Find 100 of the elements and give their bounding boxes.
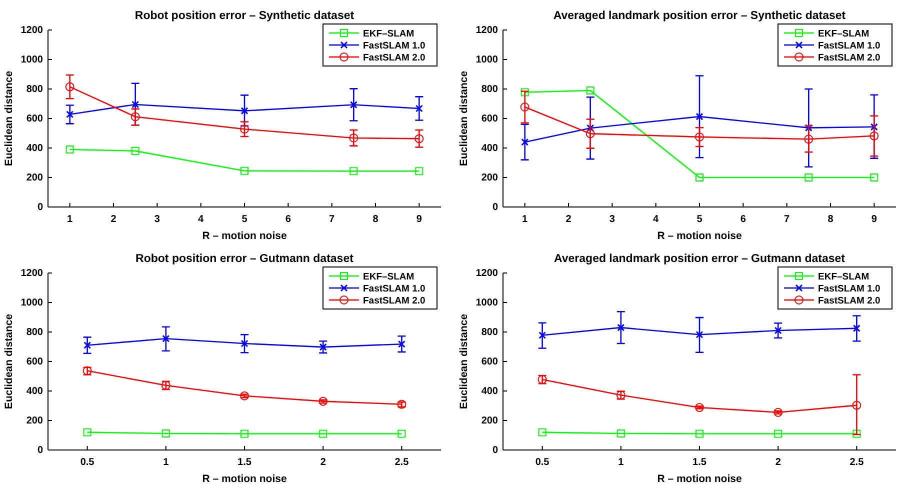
x-tick-label: 1.5 (692, 457, 707, 468)
point (616, 429, 625, 438)
point (130, 112, 140, 122)
point (538, 331, 546, 339)
x-tick-label: 1.5 (238, 457, 252, 468)
chart-title: Robot position error – Gutmann dataset (136, 253, 354, 265)
point (318, 396, 328, 406)
x-tick-label: 5 (242, 214, 248, 225)
x-tick-label: 1 (67, 214, 74, 225)
point (852, 430, 861, 438)
y-tick-label: 200 (26, 416, 44, 427)
point (870, 123, 878, 131)
point (66, 110, 74, 118)
x-tick-label: 9 (871, 214, 878, 225)
x-axis-title: R – motion noise (202, 473, 287, 485)
y-axis-title: Euclidean distance (3, 314, 15, 410)
chart-title: Robot position error – Synthetic dataset (134, 10, 354, 22)
y-tick-label: 1000 (20, 54, 44, 66)
legend-label: FastSLAM 1.0 (363, 40, 426, 52)
y-tick-label: 200 (26, 172, 44, 184)
y-tick-label: 1200 (20, 25, 44, 36)
legend-label: EKF–SLAM (818, 272, 870, 282)
y-tick-label: 0 (492, 202, 498, 214)
y-tick-label: 400 (26, 143, 44, 154)
point (804, 134, 814, 144)
y-tick-label: 400 (481, 386, 498, 398)
x-tick-label: 7 (784, 214, 790, 225)
point (83, 428, 92, 436)
point (240, 430, 248, 438)
x-tick-label: 6 (740, 214, 746, 225)
y-tick-label: 600 (26, 356, 44, 368)
x-tick-label: 1 (163, 457, 170, 468)
y-tick-label: 600 (26, 114, 44, 125)
y-tick-label: 800 (26, 84, 44, 96)
legend-label: EKF–SLAM (363, 272, 414, 282)
y-tick-label: 1000 (20, 298, 44, 309)
point (695, 403, 704, 412)
point (350, 101, 358, 109)
x-tick-label: 9 (416, 214, 422, 225)
y-tick-label: 1200 (476, 25, 498, 36)
y-tick-label: 200 (481, 416, 498, 427)
point (695, 132, 704, 142)
x-tick-label: 8 (372, 214, 379, 225)
y-tick-label: 0 (37, 202, 44, 214)
point (398, 340, 406, 348)
point (240, 107, 248, 115)
point (804, 124, 812, 132)
point (240, 340, 248, 348)
point (696, 174, 704, 182)
y-tick-label: 1000 (476, 54, 498, 66)
point (350, 167, 358, 176)
y-tick-label: 800 (26, 327, 44, 338)
point (349, 133, 358, 142)
point (852, 400, 862, 410)
y-tick-label: 800 (481, 84, 498, 96)
x-tick-label: 5 (696, 214, 703, 225)
legend-label: FastSLAM 2.0 (363, 296, 426, 306)
chart-title: Averaged landmark position error – Gutmann dataset (554, 253, 846, 265)
y-axis-title: Euclidean distance (458, 70, 470, 166)
x-tick-label: 2.5 (394, 457, 410, 468)
x-axis-title: R – motion noise (202, 230, 287, 242)
legend-label: EKF–SLAM (363, 28, 414, 40)
x-tick-label: 4 (653, 214, 660, 225)
point (162, 429, 170, 438)
y-tick-label: 200 (481, 172, 498, 184)
y-tick-label: 1000 (476, 298, 498, 309)
point (774, 326, 782, 334)
legend-label: EKF–SLAM (818, 28, 870, 40)
point (398, 430, 406, 438)
x-axis-title: R – motion noise (657, 230, 742, 242)
x-tick-label: 0.5 (80, 457, 95, 468)
y-tick-label: 400 (481, 143, 498, 154)
x-tick-label: 7 (329, 214, 336, 225)
point (319, 430, 328, 438)
x-tick-label: 2 (110, 214, 117, 225)
point (66, 145, 74, 154)
point (696, 330, 704, 338)
x-tick-label: 4 (198, 214, 204, 225)
x-tick-label: 1 (522, 214, 528, 225)
legend-label: FastSLAM 1.0 (363, 284, 426, 294)
y-tick-label: 0 (492, 445, 498, 456)
y-axis-title: Euclidean distance (458, 314, 470, 410)
point (520, 88, 529, 96)
point (870, 174, 878, 182)
point (870, 131, 879, 140)
x-tick-label: 2 (320, 457, 326, 468)
point (240, 124, 249, 134)
point (131, 146, 140, 155)
x-tick-label: 2.5 (850, 457, 864, 468)
point (240, 166, 248, 175)
point (586, 86, 594, 94)
point (586, 124, 594, 132)
point (414, 134, 424, 144)
point (521, 138, 529, 146)
point (132, 100, 140, 108)
point (586, 129, 595, 138)
point (774, 408, 783, 417)
point (162, 334, 170, 342)
x-tick-label: 6 (285, 214, 292, 225)
point (415, 104, 423, 112)
